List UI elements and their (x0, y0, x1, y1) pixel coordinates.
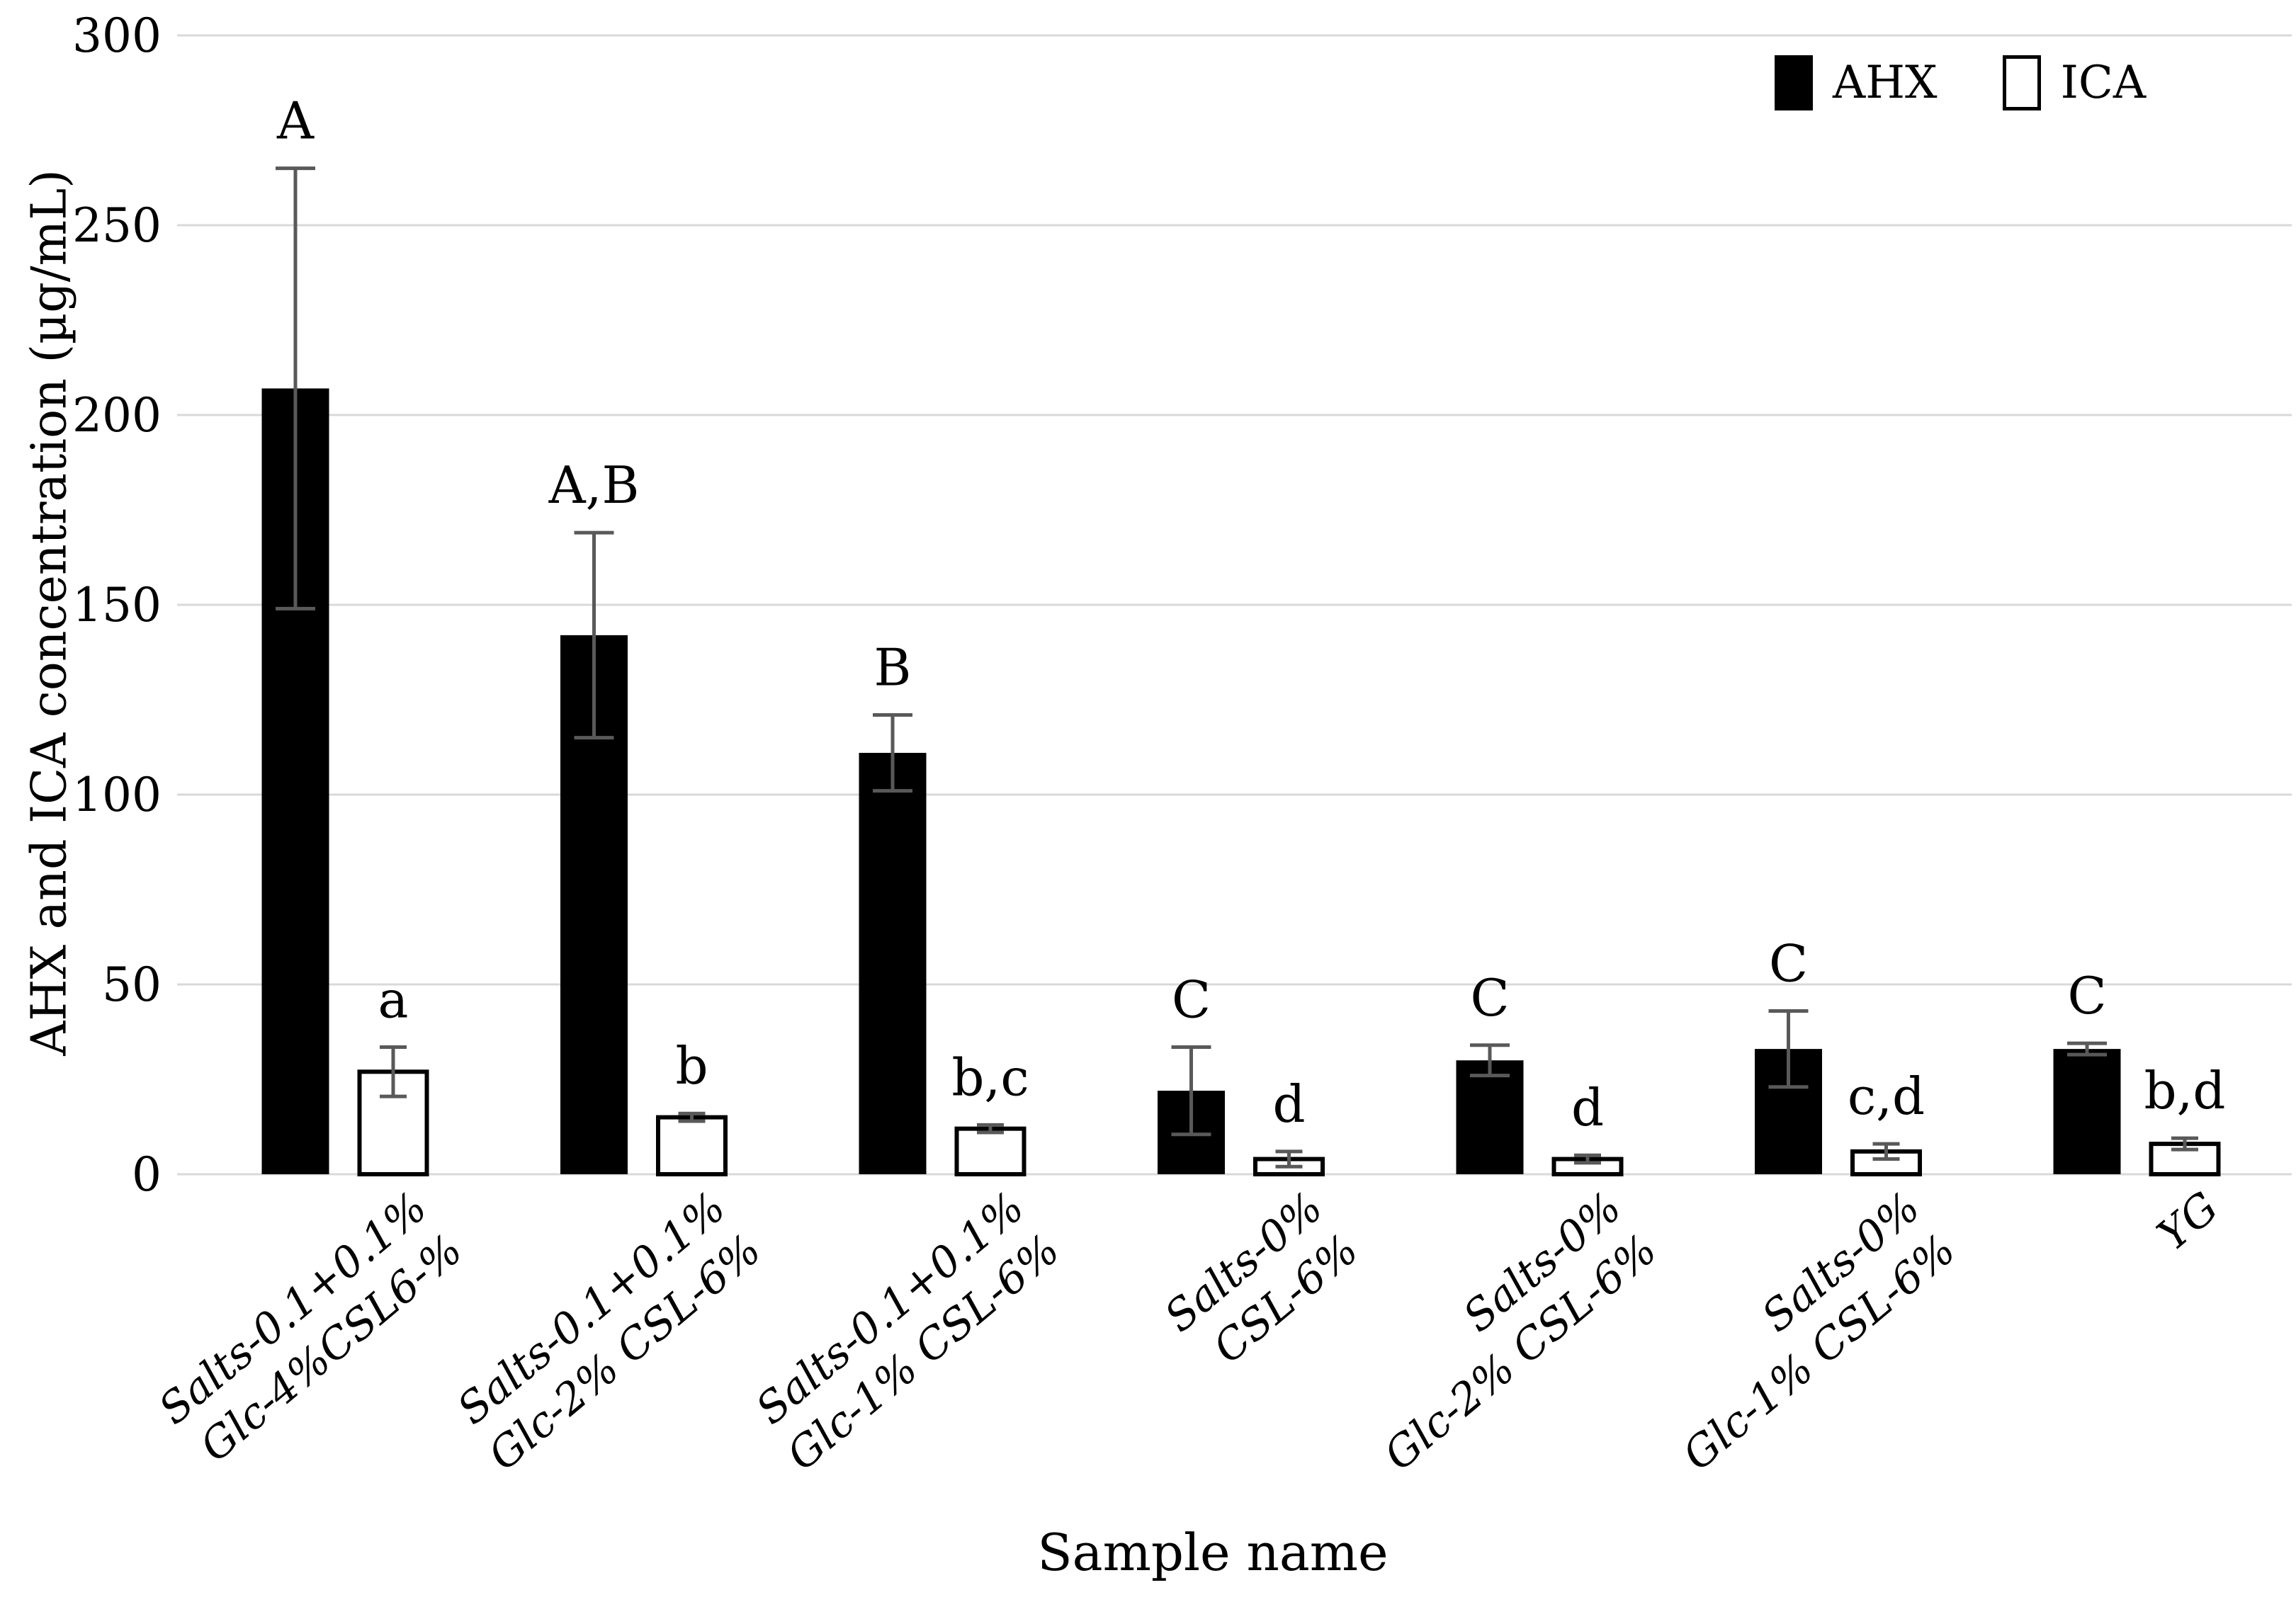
bar-ahx (1456, 1060, 1524, 1174)
significance-letter: B (874, 637, 912, 697)
significance-letter: C (1769, 934, 1808, 994)
bar-ica (656, 1115, 728, 1176)
legend: AHX ICA (1775, 55, 2146, 110)
x-axis-title: Sample name (1037, 1523, 1389, 1582)
significance-letter: d (1571, 1078, 1604, 1137)
significance-letter: b,c (951, 1047, 1029, 1107)
y-tick-label: 100 (72, 768, 162, 822)
legend-label-ica: ICA (2060, 57, 2147, 109)
category-label: Salts-0%CSL-6% (1155, 1183, 1367, 1385)
significance-letter: c,d (1848, 1067, 1925, 1126)
category-label: Salts-0.1+0.1%Glc-1% CSL-6% (742, 1183, 1069, 1480)
significance-letter: C (2067, 966, 2106, 1026)
significance-letter: b,d (2144, 1061, 2225, 1120)
category-label: YG (2149, 1183, 2228, 1261)
legend-swatch-ahx-icon (1775, 55, 1813, 110)
y-tick-label: 50 (102, 958, 162, 1012)
category-label: Salts-0.1+0.1%Glc-4%CSL6-% (149, 1183, 472, 1477)
legend-label-ahx: AHX (1833, 57, 1938, 109)
y-tick-label: 300 (72, 8, 162, 63)
bar-ahx (2053, 1049, 2121, 1174)
y-tick-label: 150 (72, 578, 162, 632)
bar-ahx (859, 753, 927, 1174)
category-label: Salts-0%Glc-2% CSL-6% (1340, 1183, 1666, 1480)
legend-swatch-ica-icon (2002, 55, 2041, 110)
bar-ica (954, 1126, 1027, 1177)
significance-letter: a (378, 970, 409, 1029)
y-tick-label: 250 (72, 198, 162, 253)
legend-item-ahx: AHX (1775, 55, 1938, 110)
significance-letter: A (276, 91, 315, 151)
significance-letter: b (675, 1036, 708, 1096)
significance-letter: C (1470, 968, 1509, 1028)
category-label: Salts-0%Glc-1% CSL-6% (1638, 1183, 1964, 1480)
category-label: Salts-0.1+0.1%Glc-2% CSL-6% (443, 1183, 770, 1480)
significance-letter: d (1272, 1074, 1305, 1134)
legend-item-ica: ICA (2002, 55, 2147, 110)
y-axis-title: AHX and ICA concentration (µg/mL) (21, 169, 78, 1056)
y-tick-label: 200 (72, 388, 162, 443)
y-tick-label: 0 (132, 1147, 162, 1202)
significance-letter: A,B (548, 455, 640, 515)
significance-letter: C (1172, 970, 1211, 1029)
